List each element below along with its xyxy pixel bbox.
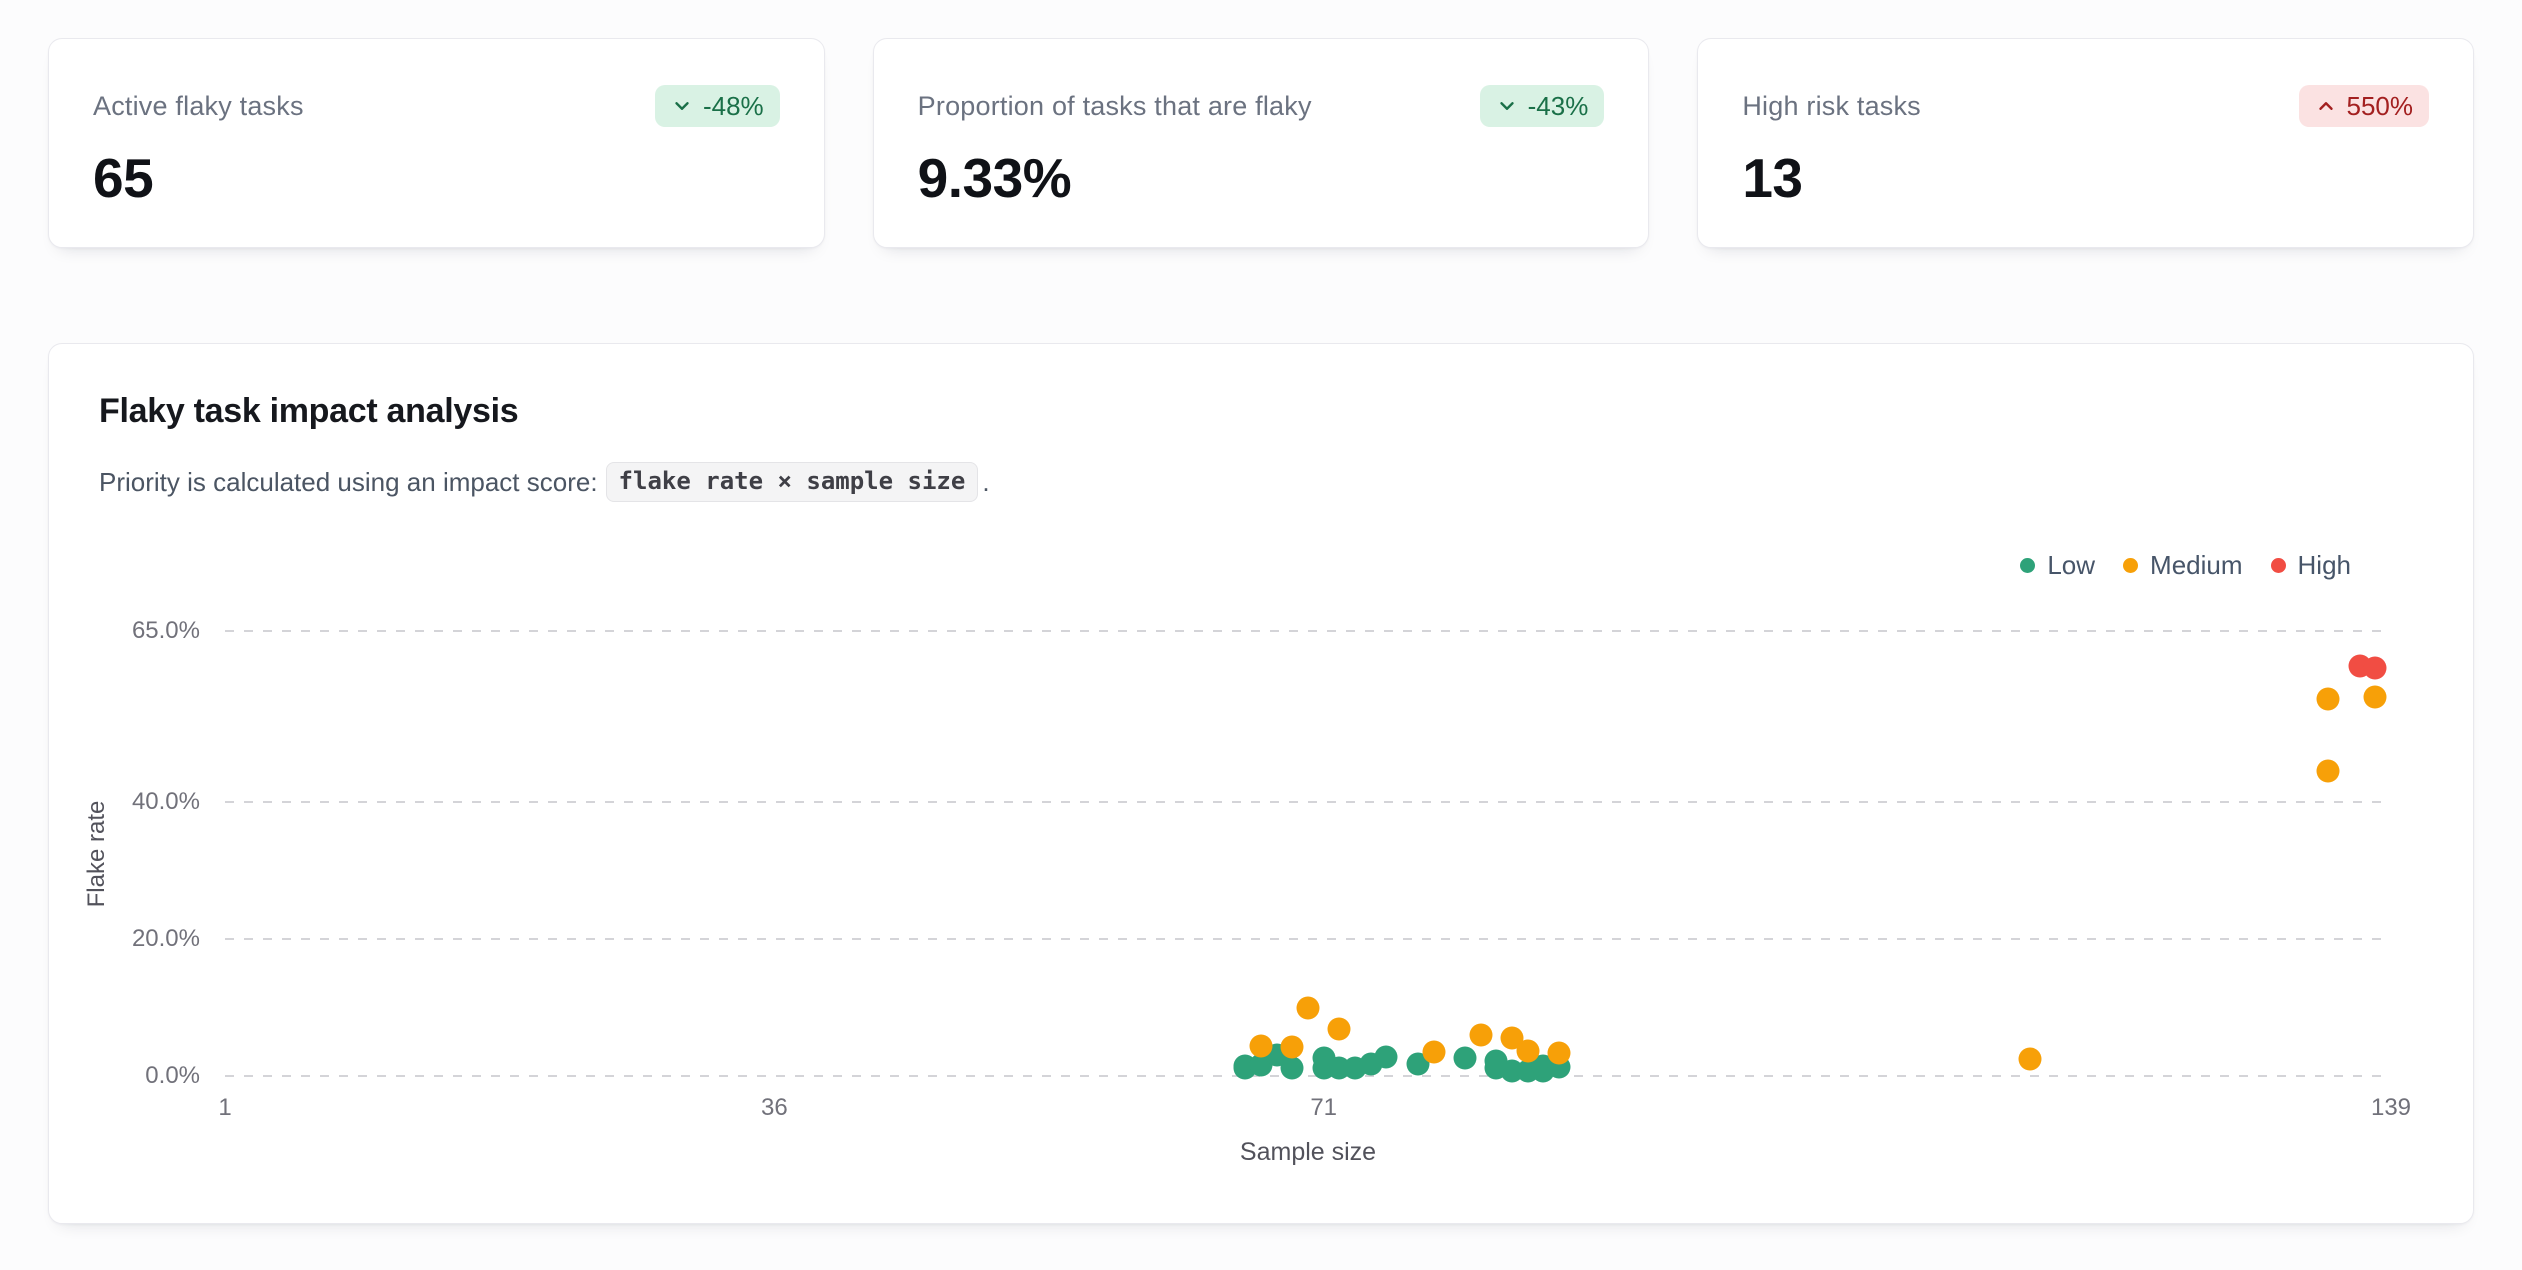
- stat-value: 13: [1742, 147, 1803, 209]
- data-point-medium[interactable]: [1296, 996, 1320, 1020]
- data-point-medium[interactable]: [1327, 1017, 1351, 1041]
- impact-analysis-card: Flaky task impact analysis Priority is c…: [48, 343, 2474, 1224]
- y-axis-title: Flake rate: [83, 800, 110, 907]
- stat-card-header: High risk tasks 550%: [1742, 85, 2430, 127]
- stat-card-high-risk-tasks: High risk tasks 550% 13: [1697, 38, 2475, 248]
- trend-badge: -48%: [654, 85, 780, 127]
- card-subtitle: Priority is calculated using an impact s…: [99, 462, 990, 502]
- data-point-low[interactable]: [1453, 1046, 1477, 1070]
- gridline-20.0%: [225, 938, 2391, 941]
- legend-dot-icon: [2020, 558, 2036, 573]
- stat-card-header: Active flaky tasks -48%: [93, 85, 780, 127]
- legend-item-low[interactable]: Low: [2020, 550, 2095, 581]
- y-tick-label: 20.0%: [131, 925, 200, 953]
- legend-label: Medium: [2150, 550, 2243, 580]
- chevron-up-icon: [2315, 95, 2337, 117]
- impact-formula-chip: flake rate × sample size: [605, 462, 979, 502]
- card-title: Flaky task impact analysis: [99, 392, 519, 430]
- legend-dot-icon: [2123, 558, 2139, 573]
- stat-value: 65: [93, 147, 154, 209]
- chart-legend: Low Medium High: [2020, 550, 2351, 581]
- stat-label: Active flaky tasks: [93, 90, 304, 121]
- x-axis-title: Sample size: [1239, 1138, 1377, 1166]
- data-point-high[interactable]: [2363, 656, 2387, 680]
- stat-card-active-flaky-tasks: Active flaky tasks -48% 65: [48, 38, 825, 248]
- chevron-down-icon: [1496, 95, 1518, 117]
- stat-label: High risk tasks: [1742, 90, 1921, 121]
- impact-scatter-chart: Flake rate Sample size 0.0% 20.0% 40.0% 65.…: [83, 617, 2411, 1166]
- data-point-medium[interactable]: [2316, 687, 2340, 711]
- stat-value: 9.33%: [917, 147, 1072, 209]
- legend-label: Low: [2047, 550, 2096, 580]
- trend-badge: -43%: [1479, 85, 1605, 127]
- stat-card-header: Proportion of tasks that are flaky -43%: [918, 85, 1605, 127]
- trend-badge-value: 550%: [2346, 91, 2414, 121]
- legend-label: High: [2297, 550, 2351, 580]
- data-point-medium[interactable]: [2316, 759, 2340, 783]
- gridline-0.0%: [225, 1075, 2391, 1077]
- data-point-medium[interactable]: [1547, 1041, 1571, 1065]
- data-point-medium[interactable]: [1516, 1039, 1540, 1063]
- y-tick-label: 65.0%: [131, 617, 200, 644]
- data-point-medium[interactable]: [1469, 1023, 1493, 1047]
- data-point-low[interactable]: [1374, 1045, 1398, 1069]
- data-point-medium[interactable]: [1422, 1040, 1446, 1064]
- x-tick-label: 139: [2370, 1094, 2412, 1121]
- trend-badge-value: -43%: [1527, 91, 1589, 121]
- stats-row: Active flaky tasks -48% 65 Proportion of…: [48, 38, 2475, 248]
- x-tick-label: 71: [1310, 1094, 1338, 1121]
- legend-item-medium[interactable]: Medium: [2123, 550, 2243, 581]
- stat-card-flaky-proportion: Proportion of tasks that are flaky -43% …: [872, 38, 1650, 248]
- x-tick-label: 36: [760, 1094, 788, 1121]
- y-tick-label: 0.0%: [145, 1062, 200, 1089]
- data-point-medium[interactable]: [1249, 1034, 1273, 1058]
- legend-dot-icon: [2270, 558, 2286, 573]
- trend-badge-value: -48%: [702, 91, 764, 121]
- data-point-low[interactable]: [1280, 1056, 1304, 1080]
- trend-badge: 550%: [2298, 85, 2430, 127]
- subtitle-text: Priority is calculated using an impact s…: [99, 466, 598, 497]
- gridline-65.0%: [225, 630, 2391, 632]
- data-point-medium[interactable]: [2363, 685, 2387, 709]
- chevron-down-icon: [671, 95, 693, 117]
- y-tick-label: 40.0%: [131, 788, 200, 816]
- subtitle-period: .: [982, 466, 990, 497]
- data-point-medium[interactable]: [2018, 1047, 2042, 1071]
- legend-item-high[interactable]: High: [2270, 550, 2351, 581]
- data-point-medium[interactable]: [1280, 1035, 1304, 1059]
- stat-label: Proportion of tasks that are flaky: [917, 90, 1312, 121]
- x-tick-label: 1: [218, 1094, 232, 1121]
- gridline-40.0%: [225, 801, 2391, 804]
